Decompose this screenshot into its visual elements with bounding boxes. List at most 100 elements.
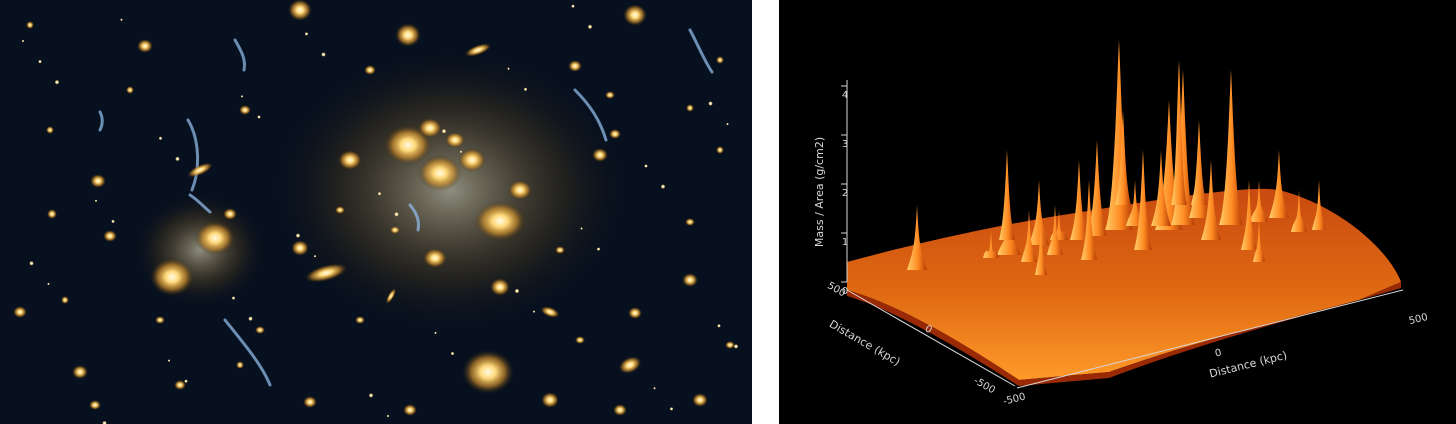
- z-tick-label: 4: [842, 90, 848, 101]
- faint-star: [94, 199, 98, 203]
- galaxy: [150, 258, 194, 296]
- galaxy: [236, 361, 244, 369]
- galaxy: [685, 218, 695, 226]
- x-tick-1: 0: [1214, 347, 1223, 359]
- faint-star: [167, 359, 171, 362]
- faint-star: [532, 310, 536, 313]
- galaxy: [390, 226, 400, 234]
- surface-plot-svg: 0 1 2 3 4 Mass / Area (g/cm2) Distance (kpc)…: [813, 40, 1429, 408]
- mass-peaks: [907, 40, 1326, 275]
- faint-star: [321, 52, 326, 57]
- z-tick-label: 2: [842, 188, 848, 199]
- galaxy: [716, 56, 724, 64]
- lensed-arc: [408, 203, 420, 232]
- core-glow: [130, 190, 270, 310]
- faint-star: [240, 95, 244, 98]
- galaxy: [686, 104, 694, 112]
- galaxy: [385, 288, 397, 304]
- faint-star: [708, 101, 713, 106]
- faint-star: [386, 414, 390, 418]
- faint-star: [441, 128, 447, 134]
- faint-star: [175, 156, 180, 162]
- faint-star: [158, 136, 163, 141]
- galaxy: [716, 146, 724, 154]
- galaxy: [575, 336, 585, 344]
- mass-peak: [1219, 70, 1243, 225]
- mass-peak: [1115, 110, 1131, 205]
- galaxy: [403, 404, 417, 416]
- faint-star: [257, 115, 261, 119]
- galaxy: [223, 208, 237, 220]
- galaxy: [288, 0, 312, 21]
- galaxy: [384, 125, 432, 165]
- faint-star: [295, 233, 301, 238]
- faint-star: [111, 219, 115, 224]
- mass-peak: [1171, 60, 1187, 205]
- galaxy: [126, 86, 134, 94]
- galaxy: [692, 393, 708, 407]
- galaxy: [618, 356, 642, 374]
- galaxy: [255, 326, 265, 334]
- galaxy: [418, 155, 462, 191]
- galaxy: [423, 248, 447, 268]
- faint-star: [660, 184, 666, 189]
- galaxy: [462, 350, 514, 394]
- faint-star: [313, 254, 317, 258]
- faint-star: [231, 296, 236, 300]
- galaxy: [13, 306, 27, 318]
- z-axis: 0 1 2 3 4 Mass / Area (g/cm2): [813, 80, 848, 297]
- faint-star: [120, 18, 123, 22]
- faint-star: [587, 24, 593, 30]
- galaxy: [195, 221, 235, 255]
- mass-peak: [1035, 220, 1047, 275]
- surface-back-plane: [847, 188, 1401, 380]
- galaxy: [395, 23, 421, 47]
- mass-peak: [1105, 40, 1133, 230]
- faint-star: [580, 227, 583, 230]
- faint-star: [653, 387, 656, 390]
- galaxy: [89, 400, 101, 410]
- galaxy: [592, 148, 608, 162]
- galaxy: [137, 39, 153, 53]
- lensed-arc: [688, 28, 714, 74]
- mass-peak: [1151, 150, 1171, 226]
- mass-peak: [907, 205, 927, 270]
- mass-surface-plot: 0 1 2 3 4 Mass / Area (g/cm2) Distance (kpc)…: [779, 0, 1456, 424]
- mass-peak: [1253, 220, 1265, 262]
- galaxy: [103, 230, 117, 242]
- galaxy: [628, 307, 642, 319]
- lensing-arcs: [98, 28, 714, 387]
- faint-star: [717, 324, 721, 328]
- mass-peak: [1250, 180, 1268, 222]
- lensed-arc: [573, 88, 608, 142]
- faint-star: [394, 212, 399, 217]
- galaxy: [335, 206, 345, 214]
- galaxy: [623, 4, 647, 26]
- mass-peak: [1070, 160, 1088, 240]
- mass-peak: [1021, 210, 1037, 262]
- galaxy: [174, 380, 186, 390]
- mass-peak: [1269, 150, 1289, 218]
- z-tick-label: 3: [842, 139, 848, 150]
- galaxy-cluster-svg: [0, 0, 752, 424]
- mass-peak: [1312, 180, 1326, 230]
- galaxy: [26, 21, 34, 29]
- galaxy: [418, 118, 442, 138]
- galaxy: [72, 365, 88, 379]
- galaxy: [445, 132, 465, 148]
- lensed-arc: [233, 38, 246, 72]
- galaxy: [474, 201, 526, 241]
- galaxy: [508, 180, 532, 200]
- galaxy: [338, 150, 362, 170]
- faint-star: [571, 4, 575, 8]
- faint-star: [248, 316, 253, 322]
- surface-front-edge: [847, 282, 1401, 386]
- mass-peak: [1201, 160, 1221, 240]
- galaxy: [155, 316, 165, 324]
- galaxy: [303, 396, 317, 408]
- faint-star: [726, 122, 729, 126]
- galaxy: [90, 174, 106, 188]
- mass-peak: [1191, 130, 1207, 205]
- galaxy: [725, 341, 735, 349]
- y-tick-1: 0: [923, 323, 934, 336]
